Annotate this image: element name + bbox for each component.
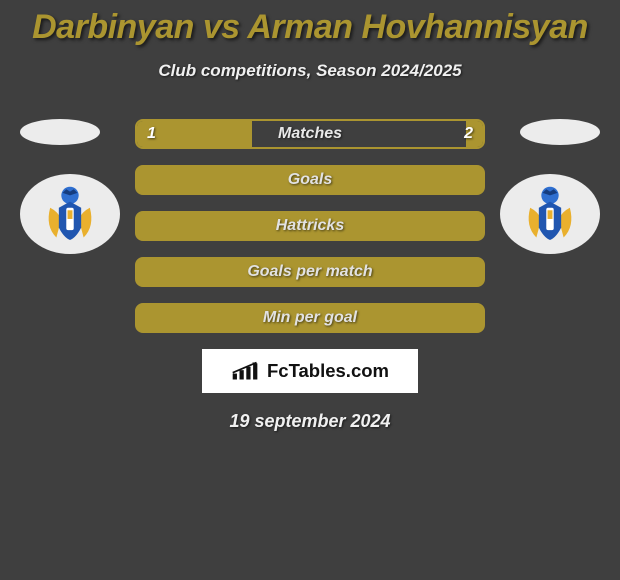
matches-right-value: 2	[464, 125, 473, 143]
team-emblem-icon	[500, 174, 600, 254]
bars-rising-icon	[231, 359, 265, 383]
stat-row-hattricks: Hattricks	[135, 211, 485, 241]
page-title: Darbinyan vs Arman Hovhannisyan	[0, 0, 620, 47]
stat-row-min-per-goal: Min per goal	[135, 303, 485, 333]
player-right-token	[520, 119, 600, 145]
team-emblem-icon	[20, 174, 120, 254]
stat-row-goals-per-match: Goals per match	[135, 257, 485, 287]
stat-label: Hattricks	[276, 217, 344, 235]
matches-label: Matches	[278, 125, 342, 143]
team-logo-right	[500, 174, 600, 254]
matches-left-value: 1	[147, 125, 156, 143]
stat-label: Goals	[288, 171, 332, 189]
team-logo-left	[20, 174, 120, 254]
date-text: 19 september 2024	[135, 411, 485, 432]
stat-label: Goals per match	[247, 263, 372, 281]
player-left-token	[20, 119, 100, 145]
brand-box[interactable]: FcTables.com	[202, 349, 418, 393]
brand-name: FcTables.com	[267, 360, 389, 382]
stat-row-goals: Goals	[135, 165, 485, 195]
matches-comparison-bar: 1 Matches 2	[135, 119, 485, 149]
subtitle: Club competitions, Season 2024/2025	[0, 61, 620, 81]
comparison-content: 1 Matches 2 Goals Hattricks Goals per ma…	[0, 119, 620, 432]
stat-label: Min per goal	[263, 309, 357, 327]
stats-column: 1 Matches 2 Goals Hattricks Goals per ma…	[135, 119, 485, 432]
